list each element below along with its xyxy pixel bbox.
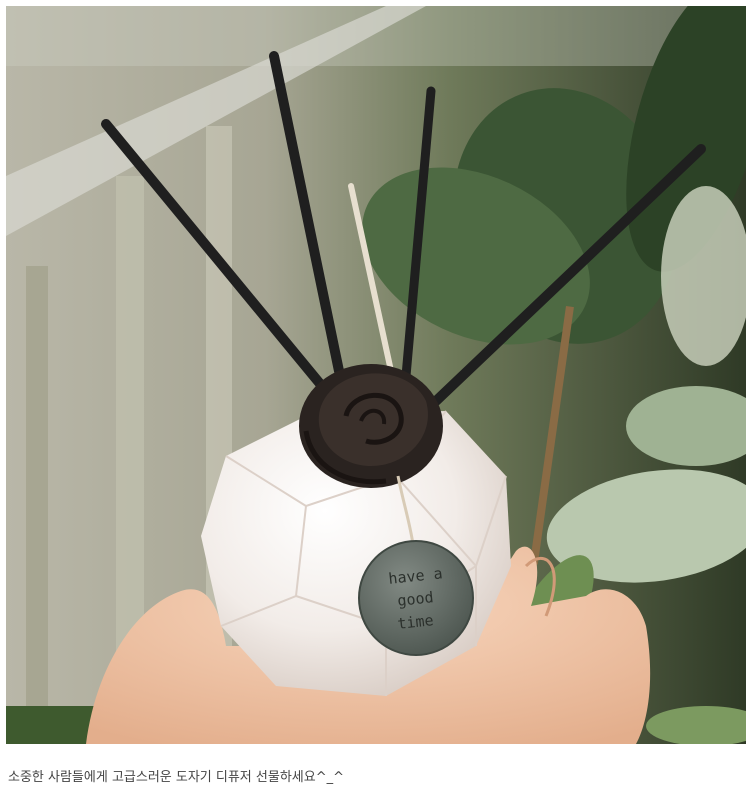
tag-text-line-2: good — [397, 588, 435, 610]
tag-text-line-1: have a — [388, 564, 444, 588]
tag-text-line-3: time — [397, 611, 435, 633]
railing — [6, 6, 746, 744]
diffuser-photo: have a good time — [6, 6, 746, 744]
rose-ornament — [299, 364, 443, 488]
reed-sticks — [101, 51, 706, 406]
hand — [86, 546, 651, 744]
photo-caption: 소중한 사람들에게 고급스러운 도자기 디퓨저 선물하세요^_^ — [8, 770, 344, 785]
hanging-tag: have a good time — [358, 540, 474, 656]
